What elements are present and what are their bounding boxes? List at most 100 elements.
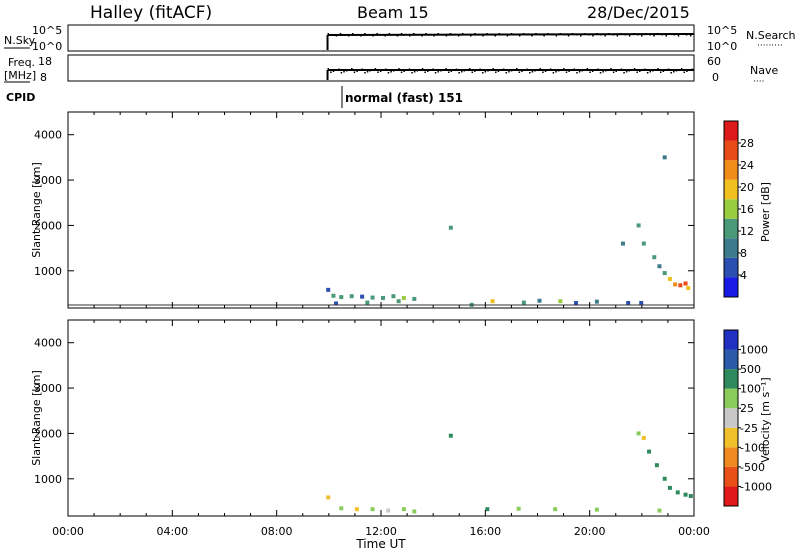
power-cell (334, 301, 339, 306)
power-cell (339, 295, 344, 300)
noise-search-point (522, 33, 525, 35)
nave-point (364, 72, 366, 74)
nave-point (594, 69, 597, 71)
nave-point (667, 68, 670, 70)
nave-point (570, 69, 573, 71)
nave-point (508, 71, 510, 73)
noise-search-point (470, 35, 472, 37)
nave-point (379, 70, 382, 72)
nave-point (610, 68, 612, 70)
nave-point (442, 69, 445, 71)
nave-point (523, 69, 526, 71)
colorbar-swatch (724, 218, 738, 239)
nave-point (568, 70, 570, 72)
power-cell (620, 241, 625, 246)
nave-point (675, 70, 678, 72)
nave-point (623, 72, 625, 74)
nave-point (400, 71, 403, 73)
noise-search-point (384, 35, 387, 37)
noise-search-point (685, 34, 688, 36)
noise-search-point (551, 34, 553, 36)
noise-search-point (689, 35, 692, 37)
nave-point (411, 72, 413, 74)
colorbar-swatch (724, 160, 738, 180)
velocity-cell (516, 506, 521, 511)
nave-point (353, 71, 356, 73)
noise-search-point (518, 35, 521, 37)
power-cell (657, 264, 662, 269)
nave-point (421, 68, 424, 70)
nave-point (447, 71, 450, 73)
nave-point (581, 70, 583, 72)
noise-search-point (327, 33, 330, 35)
station-title: Halley (fitACF) (90, 3, 212, 23)
nave-point (680, 68, 683, 70)
noise-search-point (563, 34, 566, 36)
noise-search-point (592, 35, 594, 37)
nave-point (366, 71, 369, 73)
nave-point (654, 69, 657, 71)
nave-point (536, 69, 539, 71)
noise-search-point (339, 33, 342, 35)
power-cbar-label: Power [dB] (759, 182, 772, 242)
nave-point (398, 68, 400, 70)
cpid-label: CPID (6, 91, 35, 104)
velocity-cell (667, 485, 672, 490)
nave-point (573, 68, 576, 70)
nave-point (500, 69, 502, 71)
freq-left-tick-bottom: 8 (40, 71, 47, 84)
colorbar-swatch (724, 277, 738, 297)
colorbar-swatch (724, 447, 738, 467)
nave-point (374, 68, 377, 70)
noise-search-point (364, 33, 366, 35)
nave-point (474, 70, 476, 72)
noise-search-point (612, 34, 615, 36)
nave-point (578, 71, 581, 73)
nave-point (327, 68, 330, 70)
velocity-ylabel: Slant Range [km] (30, 370, 43, 466)
noise-search-point (461, 33, 464, 35)
colorbar-swatch (724, 408, 738, 428)
noise-right-dots: ········· (757, 41, 783, 51)
power-cell (636, 223, 641, 228)
noise-search-point (396, 35, 399, 37)
noise-search-point (486, 33, 488, 35)
colorbar-tick-label: 100 (740, 383, 761, 396)
nave-point (487, 70, 489, 72)
nave-point (345, 70, 348, 72)
power-cell (652, 255, 657, 260)
y-tick-label: 3000 (34, 382, 62, 395)
colorbar-swatch (724, 121, 738, 141)
nave-point (406, 69, 408, 71)
colorbar-tick-label: 28 (740, 137, 754, 150)
noise-search-point (584, 33, 586, 35)
nave-point (631, 69, 633, 71)
velocity-cell (647, 449, 652, 454)
noise-search-point (482, 35, 484, 37)
nave-point (358, 69, 361, 71)
freq-right-tick-top: 60 (707, 55, 721, 68)
nave-point (615, 70, 617, 72)
velocity-cell (636, 431, 641, 436)
noise-search-point (624, 34, 627, 36)
noise-search-point (539, 34, 541, 36)
noise-search-point (465, 34, 468, 36)
y-tick-label: 4000 (34, 337, 62, 350)
noise-search-point (347, 35, 350, 37)
noise-search-point (531, 35, 533, 37)
noise-search-point (632, 33, 635, 35)
nave-point (502, 68, 505, 70)
colorbar-tick-label: 20 (740, 181, 754, 194)
noise-left-tick-top: 10^5 (32, 24, 62, 37)
power-cell (326, 287, 331, 292)
nave-point (497, 70, 500, 72)
nave-point (649, 71, 651, 73)
colorbar-tick-label: 8 (740, 247, 747, 260)
velocity-cell (553, 507, 558, 512)
noise-search-point (596, 33, 598, 35)
noise-search-point (360, 35, 362, 37)
nave-point (555, 71, 557, 73)
noise-search-point (673, 34, 676, 36)
nave-point (557, 70, 560, 72)
colorbar-tick-label: 4 (740, 269, 747, 282)
